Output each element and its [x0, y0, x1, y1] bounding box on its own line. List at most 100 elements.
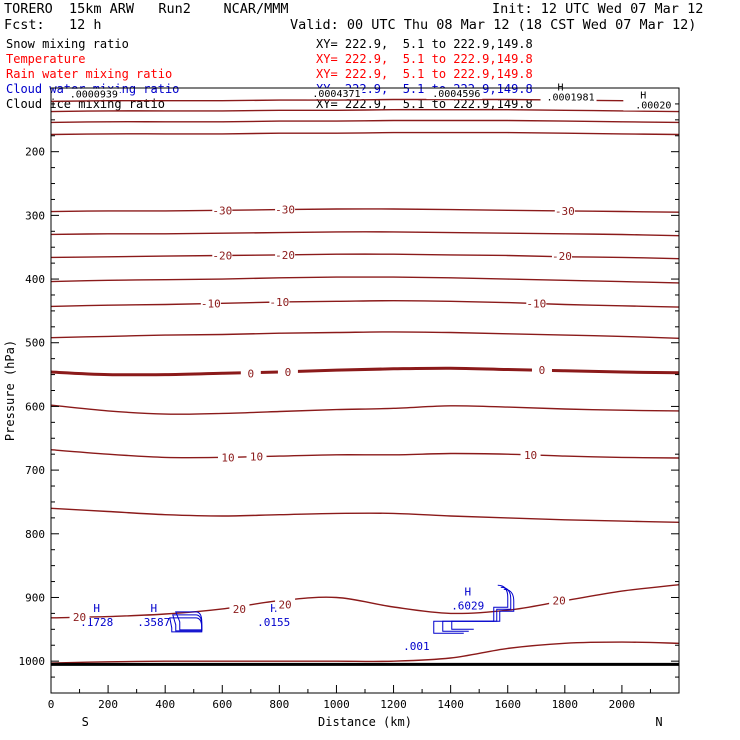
isotherm-line [50, 231, 680, 237]
isotherm-line [50, 119, 680, 124]
x-tick-label: 1200 [380, 698, 407, 711]
top-max-value: .0000939 [70, 90, 118, 101]
isotherm-label: -10 [201, 297, 221, 310]
cloud-water-max-value: .6029 [451, 599, 484, 612]
field-xy-rain: XY= 222.9, 5.1 to 222.9,149.8 [316, 67, 533, 81]
y-tick-label: 500 [25, 337, 45, 350]
isotherm-line [50, 131, 680, 136]
top-max-value: .0004596 [432, 89, 480, 100]
cloud-water-high-marker: H [464, 585, 471, 598]
x-axis-label: Distance (km) [318, 715, 412, 729]
isotherm-label-bg [269, 295, 290, 308]
top-max-value: .0004371 [312, 89, 360, 100]
isotherm-group [50, 98, 680, 664]
isotherm-label: 20 [552, 595, 565, 608]
x-tick-label: 1800 [552, 698, 579, 711]
field-xy-temperature: XY= 222.9, 5.1 to 222.9,149.8 [316, 52, 533, 66]
isotherm-label: -30 [212, 204, 232, 217]
y-tick-label: 700 [25, 464, 45, 477]
cloud-water-max-value: .001 [403, 640, 430, 653]
y-tick-label: 200 [25, 146, 45, 159]
isotherm-line [50, 299, 680, 308]
x-end-label-north: N [655, 715, 662, 729]
cloud-water-high-marker: H [270, 602, 277, 615]
isotherm-line [50, 584, 680, 619]
isotherm-label: 10 [250, 451, 263, 464]
isotherm-label: -10 [269, 296, 289, 309]
y-tick-label: 900 [25, 591, 45, 604]
cloud-water-contour [172, 614, 203, 632]
x-tick-label: 200 [98, 698, 118, 711]
field-name-rain: Rain water mixing ratio [6, 67, 173, 81]
isotherm-label: -20 [212, 249, 232, 262]
x-end-label-south: S [82, 715, 89, 729]
isotherm-label: 0 [539, 364, 546, 377]
cloud-water-max-value: .0155 [257, 616, 290, 629]
field-name-temperature: Temperature [6, 52, 86, 66]
isotherm-label-bg [69, 611, 90, 624]
isotherm-label-bg [217, 451, 238, 464]
isotherm-label-bg [551, 250, 572, 263]
isotherm-line [50, 507, 680, 523]
isotherm-label-bg [520, 448, 541, 461]
isotherm-label-bg [240, 367, 261, 380]
isotherm-label: 20 [233, 603, 246, 616]
y-tick-label: 300 [25, 209, 45, 222]
isotherm-label: 20 [73, 611, 86, 624]
isotherm-label: -10 [526, 297, 546, 310]
y-tick-label: 1000 [19, 655, 46, 668]
isotherm-line [50, 449, 680, 459]
isotherm-label-bg [549, 594, 570, 607]
isotherm-label: 10 [524, 449, 537, 462]
isotherm-label-bg [554, 204, 575, 217]
init-time: Init: 12 UTC Wed 07 Mar 12 [492, 1, 704, 17]
isotherm-line [50, 276, 680, 284]
x-tick-label: 1400 [437, 698, 464, 711]
isotherm-label-bg [229, 602, 250, 615]
y-tick-label: 400 [25, 273, 45, 286]
top-max-value: .00020 [635, 101, 671, 112]
isotherm-line [50, 108, 680, 113]
isotherm-line [50, 404, 680, 415]
isotherm-label-bg [275, 203, 296, 216]
cloud-water-high-marker: H [93, 602, 100, 615]
isotherm-label-bg [277, 366, 298, 379]
forecast-hour: Fcst: 12 h [4, 17, 102, 33]
isotherm-label: 20 [278, 598, 291, 611]
isotherm-label-bg [275, 598, 296, 611]
cloud-water-contour [175, 611, 203, 631]
top-value-bg [63, 88, 120, 100]
isotherm-label: -20 [275, 249, 295, 262]
isotherm-label-bg [275, 248, 296, 261]
isotherm-label-bg [212, 249, 233, 262]
cloud-water-contour [169, 617, 203, 633]
y-axis-label: Pressure (hPa) [3, 340, 17, 441]
x-tick-label: 800 [269, 698, 289, 711]
y-tick-label: 600 [25, 400, 45, 413]
isotherm-label-bg [212, 204, 233, 217]
x-tick-label: 0 [48, 698, 55, 711]
top-value-bg [306, 88, 363, 100]
field-xy-snow: XY= 222.9, 5.1 to 222.9,149.8 [316, 37, 533, 51]
isotherm-line [50, 366, 680, 377]
top-value-bg [540, 91, 597, 103]
isotherm-label: 0 [248, 367, 255, 380]
isotherm-label-bg [200, 297, 221, 310]
x-tick-label: 1600 [494, 698, 521, 711]
label-group: -30 -30 -30 -20 -20 -20 -10 -10 -10 0 0 0 10 10 10 20 20… [63, 82, 680, 624]
cloud-water-max-value: .3587 [137, 616, 170, 629]
isotherm-label: 0 [285, 366, 292, 379]
x-tick-label: 1000 [323, 698, 350, 711]
field-name-snow: Snow mixing ratio [6, 37, 129, 51]
isotherm-label: -20 [552, 250, 572, 263]
isotherm-line [50, 253, 680, 260]
top-max-value: .0001981 [546, 92, 594, 103]
model-title: TORERO 15km ARW Run2 NCAR/MMM [4, 1, 289, 17]
isotherm-label-bg [526, 297, 547, 310]
top-value-bg [623, 99, 680, 111]
top-high-marker: H [640, 91, 646, 102]
cloud-water-contour [451, 588, 515, 630]
isotherm-label: -30 [555, 205, 575, 218]
